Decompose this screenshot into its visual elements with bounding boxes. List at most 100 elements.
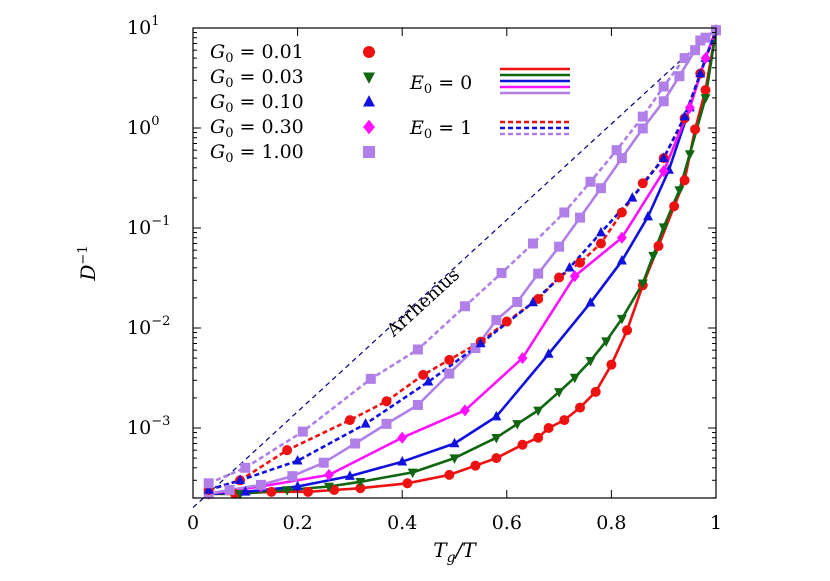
data-point <box>407 468 418 479</box>
y-tick-label: 100 <box>127 114 159 139</box>
data-point <box>402 478 413 489</box>
legend-label: G0 = 0.01 <box>210 41 304 66</box>
data-point <box>203 484 214 494</box>
data-point <box>501 316 512 327</box>
data-point <box>606 359 617 370</box>
data-point <box>595 183 606 194</box>
data-point <box>350 438 361 449</box>
data-point <box>658 152 669 162</box>
data-point <box>397 431 408 444</box>
data-point <box>616 207 627 218</box>
data-point <box>533 406 544 417</box>
data-point <box>601 337 612 347</box>
x-axis-label: Tg/T <box>433 538 477 566</box>
data-point <box>533 268 544 279</box>
data-point <box>595 238 606 249</box>
x-tick-label: 0.8 <box>596 512 626 534</box>
data-point <box>292 455 303 465</box>
x-tick-label: 0.4 <box>387 512 417 534</box>
data-point <box>444 368 455 379</box>
data-point <box>533 432 544 443</box>
data-point <box>658 165 669 178</box>
data-point <box>585 296 596 307</box>
data-point <box>292 480 303 491</box>
data-point <box>470 343 481 354</box>
data-point <box>344 415 355 426</box>
legend-marker <box>363 46 375 58</box>
data-point <box>616 314 627 325</box>
plot-frame <box>192 27 717 499</box>
data-point <box>203 478 214 489</box>
legend-label: G0 = 0.10 <box>210 91 304 116</box>
x-tick-label: 0.2 <box>282 512 312 534</box>
data-point <box>491 433 502 444</box>
data-point <box>329 484 340 495</box>
legend-label: G0 = 0.03 <box>210 66 304 91</box>
data-point <box>569 270 580 283</box>
data-point <box>674 186 685 196</box>
data-point <box>700 32 711 43</box>
data-point <box>297 426 308 437</box>
data-point <box>637 178 648 189</box>
data-point <box>355 483 366 494</box>
legend-label: G0 = 1.00 <box>210 141 304 166</box>
data-point <box>585 176 596 187</box>
legend-line-label: E0 = 0 <box>409 72 472 97</box>
data-point <box>559 415 570 426</box>
data-point <box>543 423 554 433</box>
series-line-7 <box>208 29 717 485</box>
data-point <box>449 454 460 464</box>
y-axis-label: D−1 <box>76 245 100 281</box>
data-point <box>543 348 554 358</box>
legend-marker <box>363 95 375 107</box>
y-tick-label: 10−3 <box>127 414 170 439</box>
data-point <box>381 396 392 407</box>
data-point <box>444 469 455 480</box>
data-point <box>444 354 455 365</box>
x-tick-label: 0.6 <box>492 512 522 534</box>
data-point <box>423 376 434 386</box>
data-point <box>700 94 711 104</box>
data-point <box>512 420 523 430</box>
legend-marker <box>363 146 375 158</box>
data-point <box>674 71 685 82</box>
data-point <box>590 386 601 397</box>
data-point <box>496 267 507 278</box>
y-tick-label: 10−1 <box>127 214 170 239</box>
legend-label: G0 = 0.30 <box>210 116 304 141</box>
y-tick-label: 101 <box>127 14 159 39</box>
x-tick-label: 1 <box>710 512 722 534</box>
data-point <box>240 486 251 496</box>
data-point <box>303 486 314 497</box>
data-point <box>658 81 669 92</box>
data-point <box>397 455 408 466</box>
data-point <box>658 223 669 233</box>
data-point <box>643 210 654 221</box>
data-point <box>344 470 355 480</box>
data-point <box>491 410 502 421</box>
data-point <box>637 279 648 290</box>
data-point <box>653 241 664 252</box>
data-point <box>695 67 706 78</box>
data-point <box>470 460 481 471</box>
data-point <box>287 471 298 482</box>
data-point <box>616 231 627 244</box>
data-point <box>700 84 711 95</box>
data-point <box>554 272 565 283</box>
data-point <box>554 388 565 398</box>
data-point <box>491 315 502 326</box>
data-point <box>282 445 293 456</box>
arrhenius-line <box>192 27 717 509</box>
data-point <box>381 418 392 429</box>
data-point <box>575 212 586 223</box>
data-point <box>575 257 586 268</box>
data-point <box>255 479 266 490</box>
data-point <box>412 399 423 410</box>
data-point <box>527 238 538 249</box>
legend-marker <box>363 72 375 84</box>
data-point <box>554 241 565 252</box>
markers-layer <box>203 24 721 500</box>
data-point <box>517 352 528 365</box>
